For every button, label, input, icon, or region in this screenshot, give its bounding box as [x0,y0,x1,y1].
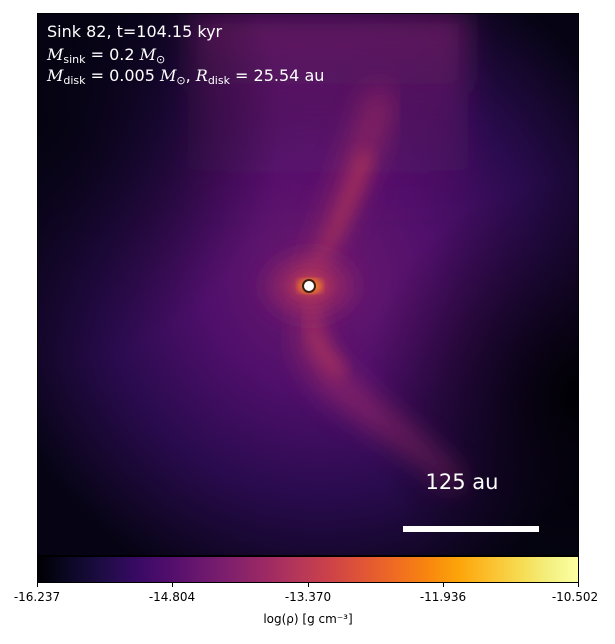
scale-bar-label: 125 au [425,470,499,494]
density-image [38,14,578,555]
disk-mass-symbol: M [47,66,64,85]
disk-mass-sub: disk [63,74,86,87]
sink-mass-value: = 0.2 [85,45,140,64]
disk-properties: Mdisk = 0.005 M⊙, Rdisk = 25.54 au [47,65,324,91]
sink-mass-unit: M [139,45,157,64]
colorbar-tick-label: -10.502 [551,590,599,604]
colorbar-tick-label: -16.237 [13,590,61,604]
disk-radius-symbol: R [195,66,208,85]
colorbar-tick-label: -11.936 [419,590,467,604]
colorbar-tick [37,583,38,587]
sink-mass-sub: sink [63,53,86,66]
colorbar-tick [443,583,444,587]
sink-mass-symbol: M [47,45,64,64]
colorbar-tick [172,583,173,587]
disk-mass-unit-sub: ⊙ [176,74,186,87]
density-map [37,13,579,556]
disk-mass-value: = 0.005 [85,66,160,85]
scale-bar [403,526,539,532]
sink-mass-unit-sub: ⊙ [156,53,166,66]
disk-separator: , [185,66,196,85]
disk-mass-unit: M [160,66,177,85]
colorbar-label: log(ρ) [g cm⁻³] [263,612,353,626]
sink-mass: Msink = 0.2 M⊙ [47,44,165,70]
disk-radius-value: = 25.54 au [229,66,325,85]
colorbar-tick-label: -13.370 [284,590,332,604]
colorbar-tick [578,583,579,587]
colorbar [37,556,579,583]
disk-radius-sub: disk [207,74,230,87]
sink-marker [302,279,316,293]
sink-title-text: Sink 82, t=104.15 kyr [47,22,223,41]
sink-title: Sink 82, t=104.15 kyr [47,21,222,42]
colorbar-tick-label: -14.804 [148,590,196,604]
colorbar-tick [308,583,309,587]
